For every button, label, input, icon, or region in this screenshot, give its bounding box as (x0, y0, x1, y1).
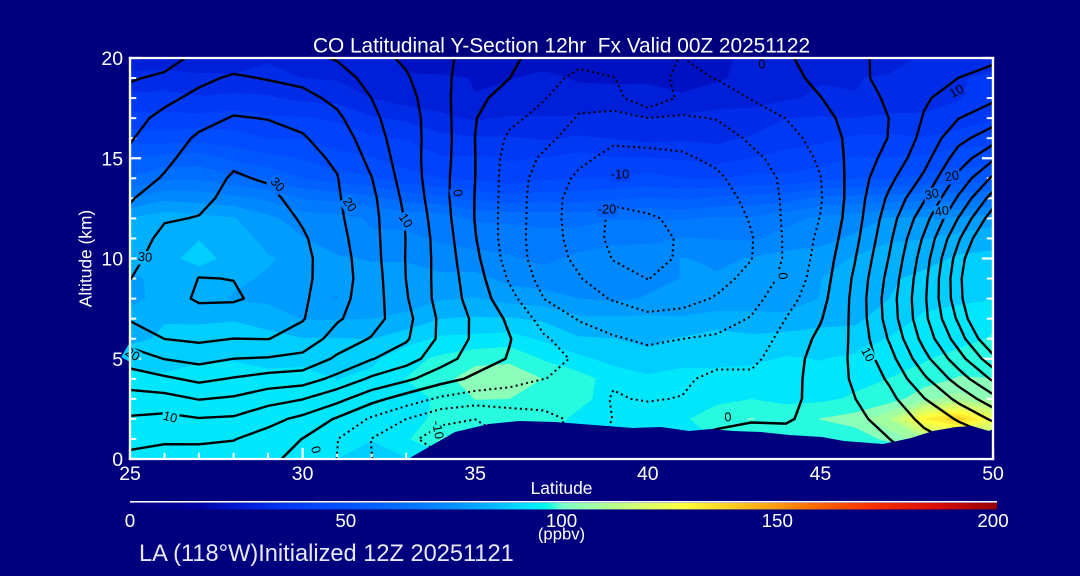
svg-text:0: 0 (450, 188, 466, 197)
svg-text:50: 50 (335, 510, 356, 531)
svg-text:45: 45 (810, 463, 832, 485)
svg-text:25: 25 (119, 463, 141, 485)
svg-text:20: 20 (123, 344, 143, 364)
svg-text:40: 40 (934, 202, 950, 219)
svg-text:0: 0 (775, 272, 791, 280)
svg-text:30: 30 (137, 249, 152, 265)
svg-text:0: 0 (125, 510, 135, 531)
svg-text:5: 5 (112, 349, 123, 371)
svg-text:-10: -10 (429, 419, 447, 440)
svg-text:150: 150 (762, 510, 793, 531)
svg-text:0: 0 (112, 449, 123, 471)
svg-text:10: 10 (858, 345, 878, 365)
svg-text:100: 100 (546, 510, 577, 531)
svg-text:35: 35 (464, 463, 486, 485)
svg-text:10: 10 (947, 81, 967, 101)
svg-text:10: 10 (162, 408, 180, 426)
svg-text:CO Latitudinal Y-Section 12hr: CO Latitudinal Y-Section 12hr Fx Valid 0… (313, 34, 810, 57)
svg-text:Altitude (km): Altitude (km) (75, 210, 95, 307)
svg-text:15: 15 (101, 148, 123, 170)
svg-text:-20: -20 (598, 201, 616, 216)
svg-text:0: 0 (724, 409, 732, 424)
svg-text:0: 0 (308, 444, 324, 455)
svg-text:20: 20 (101, 48, 123, 70)
svg-text:30: 30 (292, 463, 314, 485)
svg-text:40: 40 (637, 463, 659, 485)
svg-text:0: 0 (758, 56, 766, 72)
svg-text:-10: -10 (611, 166, 629, 181)
svg-text:30: 30 (923, 185, 940, 203)
svg-text:50: 50 (982, 463, 1004, 485)
svg-text:10: 10 (396, 210, 416, 230)
svg-text:(ppbv): (ppbv) (538, 525, 585, 544)
svg-text:20: 20 (340, 194, 360, 214)
svg-text:200: 200 (977, 510, 1008, 531)
svg-text:10: 10 (101, 249, 123, 271)
svg-text:Latitude: Latitude (531, 478, 593, 498)
svg-text:20: 20 (943, 167, 960, 184)
svg-text:LA (118°W)Initialized 12Z 2025: LA (118°W)Initialized 12Z 20251121 (139, 541, 514, 567)
